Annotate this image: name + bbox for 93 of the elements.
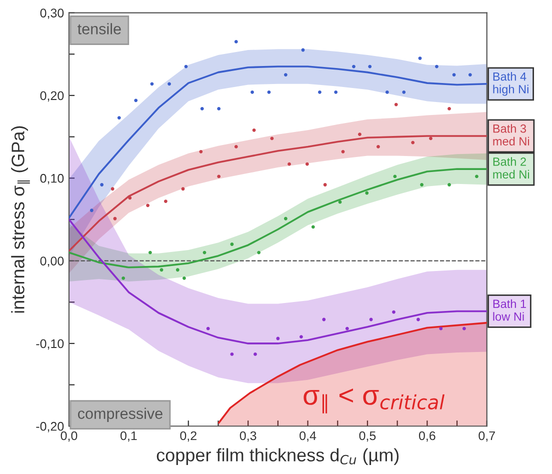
point	[416, 318, 420, 322]
point	[110, 187, 114, 191]
point	[322, 318, 326, 322]
point	[452, 73, 456, 76]
point	[475, 174, 478, 178]
series-label: Bath 3 med Ni	[493, 124, 530, 146]
point	[358, 132, 362, 136]
point	[257, 250, 261, 254]
point	[352, 64, 356, 68]
point	[288, 162, 291, 166]
y-tick-label: -0,20	[36, 422, 64, 432]
y-tick-label: 0,20	[40, 91, 64, 102]
point	[122, 276, 126, 280]
point	[376, 145, 380, 148]
series-label: Bath 2 med Ni	[493, 157, 530, 179]
point	[365, 191, 369, 195]
annotation: tensile	[78, 23, 121, 34]
x-tick-label: 0,7	[478, 431, 495, 442]
point	[420, 183, 424, 186]
point	[146, 204, 150, 208]
x-tick-label: 0,0	[60, 431, 78, 442]
point	[311, 225, 315, 229]
point	[300, 335, 303, 339]
point	[394, 102, 398, 106]
point	[164, 200, 168, 203]
point	[217, 106, 221, 110]
point	[128, 196, 132, 200]
line-series	[69, 66, 487, 219]
point	[148, 250, 152, 254]
point	[200, 106, 204, 110]
point	[418, 56, 422, 60]
y-axis-title: internal stress σ$_{∥}$ (GPa)	[11, 126, 30, 313]
point	[160, 268, 164, 272]
point	[267, 90, 271, 94]
point	[117, 116, 121, 120]
point	[368, 64, 372, 68]
point	[176, 268, 180, 272]
point	[305, 162, 309, 166]
point	[254, 352, 257, 356]
y-tick-label: 0,30	[40, 8, 64, 19]
point	[411, 140, 415, 144]
series-label: Bath 1 low Ni	[493, 299, 526, 321]
point	[435, 64, 438, 68]
point	[182, 276, 186, 280]
point	[206, 326, 210, 330]
point	[234, 40, 238, 44]
point	[448, 183, 451, 186]
line-series	[69, 218, 487, 344]
point	[334, 90, 338, 94]
point	[462, 326, 466, 330]
point	[150, 82, 154, 86]
point	[284, 73, 288, 76]
annotation: compressive	[78, 408, 162, 422]
point	[318, 90, 322, 94]
x-tick-label: 0,5	[359, 431, 376, 442]
point	[230, 242, 234, 246]
point	[448, 106, 451, 110]
x-tick-label: 0,3	[240, 431, 256, 442]
point	[385, 90, 389, 94]
point	[252, 128, 256, 132]
point	[113, 216, 117, 220]
point	[199, 150, 203, 154]
point	[341, 150, 345, 154]
series-label: Bath 4 high Ni	[493, 72, 528, 96]
x-axis-title: copper film thickness d$_{Cu}$ (µm)	[156, 448, 399, 466]
point	[393, 174, 397, 178]
line-series	[69, 168, 487, 268]
point	[439, 326, 443, 330]
x-tick-label: 0,4	[300, 431, 316, 442]
y-tick-label: 0,00	[40, 256, 64, 267]
point	[230, 352, 234, 356]
point	[100, 183, 104, 186]
line-series	[69, 135, 487, 252]
point	[168, 82, 171, 86]
point	[217, 174, 221, 178]
point	[402, 90, 406, 94]
x-tick-label: 0,1	[120, 431, 137, 442]
y-tick-label: -0,10	[36, 339, 64, 350]
point	[234, 145, 238, 148]
point	[134, 98, 138, 102]
annotation: σ$_{∥}$ < σ$_{critical}$	[304, 388, 444, 414]
y-tick-label: 0,10	[40, 174, 64, 184]
x-tick-label: 0,2	[180, 431, 196, 442]
point	[345, 326, 349, 330]
point	[250, 90, 254, 94]
point	[392, 310, 396, 314]
point	[90, 208, 94, 212]
point	[323, 183, 327, 186]
point	[429, 136, 432, 140]
x-tick-label: 0,6	[418, 431, 436, 442]
point	[181, 187, 185, 191]
point	[284, 216, 288, 220]
point	[468, 73, 472, 76]
